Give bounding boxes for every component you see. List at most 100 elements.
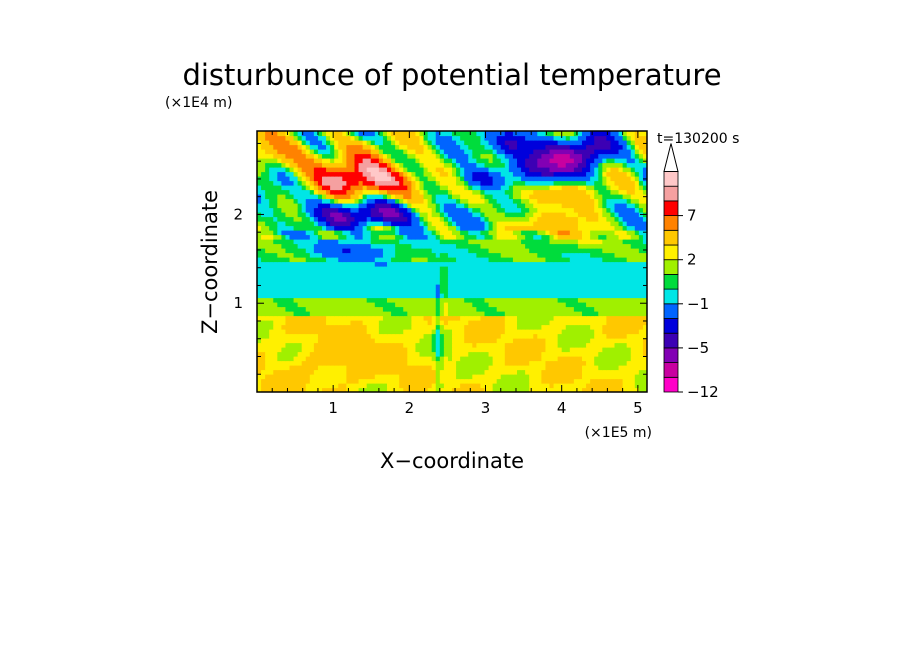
heatmap-cell <box>399 342 404 348</box>
heatmap-cell <box>342 338 347 344</box>
heatmap-cell <box>317 203 323 209</box>
heatmap-cell <box>464 374 469 380</box>
heatmap-cell <box>569 378 575 384</box>
heatmap-cell <box>492 365 498 371</box>
heatmap-cell <box>472 158 477 164</box>
heatmap-cell <box>427 347 433 353</box>
heatmap-cell <box>289 329 295 335</box>
heatmap-cell <box>257 315 262 321</box>
heatmap-cell <box>533 284 538 290</box>
heatmap-cell <box>468 297 473 303</box>
heatmap-cell <box>517 185 522 191</box>
heatmap-cell <box>269 275 274 281</box>
heatmap-cell <box>407 234 412 240</box>
heatmap-cell <box>610 167 616 173</box>
heatmap-cell <box>504 176 510 182</box>
heatmap-cell <box>313 360 319 366</box>
heatmap-cell <box>480 189 486 195</box>
heatmap-cell <box>374 207 380 213</box>
heatmap-cell <box>594 171 599 177</box>
heatmap-cell <box>305 284 311 290</box>
heatmap-cell <box>586 360 591 366</box>
heatmap-cell <box>382 306 388 312</box>
heatmap-cell <box>387 351 392 357</box>
heatmap-cell <box>602 293 607 299</box>
heatmap-cell <box>399 333 404 339</box>
heatmap-cell <box>395 275 400 281</box>
heatmap-cell <box>313 216 319 222</box>
heatmap-cell <box>512 315 518 321</box>
heatmap-cell <box>582 176 587 182</box>
heatmap-cell <box>484 387 490 392</box>
heatmap-cell <box>285 369 291 375</box>
heatmap-cell <box>610 342 616 348</box>
time-label: t=130200 s <box>657 131 739 147</box>
heatmap-cell <box>293 369 299 375</box>
heatmap-cell <box>378 311 384 317</box>
heatmap-cell <box>512 270 518 276</box>
heatmap-cell <box>443 216 449 222</box>
heatmap-cell <box>435 239 441 245</box>
heatmap-cell <box>456 194 461 200</box>
heatmap-cell <box>488 320 494 326</box>
heatmap-cell <box>561 185 567 191</box>
heatmap-cell <box>309 270 315 276</box>
heatmap-cell <box>618 180 624 186</box>
heatmap-cell <box>577 248 583 254</box>
heatmap-cell <box>399 284 404 290</box>
heatmap-cell <box>399 360 404 366</box>
heatmap-cell <box>537 180 542 186</box>
heatmap-cell <box>277 162 282 168</box>
heatmap-cell <box>577 329 583 335</box>
heatmap-cell <box>273 369 278 375</box>
heatmap-cell <box>443 365 449 371</box>
heatmap-cell <box>269 302 274 308</box>
heatmap-cell <box>614 369 620 375</box>
heatmap-cell <box>529 261 534 267</box>
heatmap-cell <box>602 297 607 303</box>
heatmap-cell <box>415 162 421 168</box>
heatmap-cell <box>265 315 270 321</box>
heatmap-cell <box>452 239 457 245</box>
heatmap-cell <box>582 230 587 236</box>
heatmap-cell <box>399 302 404 308</box>
heatmap-cell <box>452 270 457 276</box>
heatmap-cell <box>500 207 506 213</box>
heatmap-cell <box>322 324 327 330</box>
heatmap-cell <box>309 356 315 362</box>
heatmap-cell <box>614 383 620 389</box>
heatmap-cell <box>330 315 335 321</box>
heatmap-cell <box>423 293 429 299</box>
heatmap-cell <box>468 243 473 249</box>
heatmap-cell <box>594 225 599 231</box>
heatmap-cell <box>261 342 266 348</box>
heatmap-cell <box>541 306 547 312</box>
heatmap-cell <box>472 320 477 326</box>
heatmap-cell <box>370 176 376 182</box>
heatmap-cell <box>606 239 612 245</box>
heatmap-cell <box>488 387 494 392</box>
heatmap-cell <box>630 311 636 317</box>
heatmap-cell <box>610 189 616 195</box>
heatmap-cell <box>423 225 429 231</box>
heatmap-cell <box>358 198 364 204</box>
heatmap-cell <box>354 243 360 249</box>
heatmap-cell <box>582 320 587 326</box>
heatmap-cell <box>387 185 392 191</box>
heatmap-cell <box>374 176 380 182</box>
heatmap-cell <box>577 360 583 366</box>
heatmap-cell <box>399 212 404 218</box>
heatmap-cell <box>447 315 453 321</box>
heatmap-cell <box>529 297 534 303</box>
heatmap-cell <box>577 162 583 168</box>
heatmap-cell <box>423 162 429 168</box>
heatmap-cell <box>395 369 400 375</box>
heatmap-cell <box>582 239 587 245</box>
heatmap-cell <box>346 212 352 218</box>
heatmap-cell <box>305 252 311 258</box>
heatmap-cell <box>395 198 400 204</box>
heatmap-cell <box>431 158 437 164</box>
heatmap-cell <box>517 189 522 195</box>
heatmap-cell <box>577 167 583 173</box>
heatmap-cell <box>472 275 477 281</box>
